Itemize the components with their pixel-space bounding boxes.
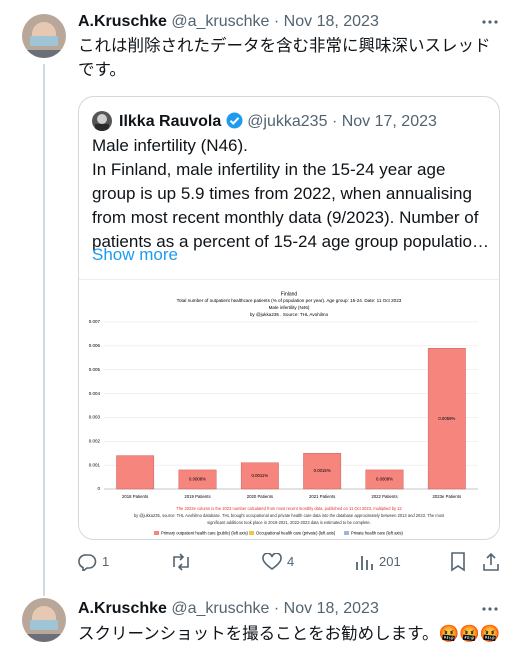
tweet-text: スクリーンショットを撮ることをお勧めします。🤬🤬🤬 xyxy=(78,625,501,643)
chart-note: by @jukka235, source: THL Avohilmo datab… xyxy=(134,513,445,518)
bar-label: 0.0008% xyxy=(189,477,206,482)
user-name[interactable]: A.Kruschke xyxy=(78,600,167,617)
reply-icon[interactable] xyxy=(78,553,97,571)
action-bar: 1 4 201 xyxy=(78,552,502,572)
bar-label: 0.0059% xyxy=(438,416,455,421)
retweet-icon[interactable] xyxy=(170,553,192,571)
legend-swatch xyxy=(344,531,349,535)
legend-label: Private health care (left axis) xyxy=(351,531,404,536)
chart-note: The 2023e column is the 2023 number calc… xyxy=(176,506,402,511)
y-tick-label: 0.006 xyxy=(89,343,101,348)
date[interactable]: Nov 18, 2023 xyxy=(283,13,379,30)
avatar[interactable] xyxy=(22,598,66,642)
chart-title: Finland xyxy=(281,291,298,297)
reply-count: 1 xyxy=(102,554,110,569)
quote-handle: @jukka235 xyxy=(247,113,328,130)
quote-avatar xyxy=(92,111,112,131)
quote-line: In Finland, male infertility in the 15-2… xyxy=(92,160,446,179)
y-tick-label: 0.002 xyxy=(89,438,101,443)
more-menu[interactable] xyxy=(480,14,500,30)
like-count: 4 xyxy=(287,554,295,569)
thread-line xyxy=(43,64,45,596)
bar-label: 0.0011% xyxy=(252,473,269,478)
quote-line: group is up 5.9 times from 2022, when an… xyxy=(92,184,472,203)
y-tick-label: 0.004 xyxy=(89,391,101,396)
legend-label: Primary outpatient health care (public) … xyxy=(161,531,249,536)
bar xyxy=(116,455,155,490)
quote-line: from most recent monthly data (9/2023). … xyxy=(92,208,479,227)
separator: · xyxy=(273,600,280,617)
x-tick-label: 2023e Patients xyxy=(432,494,461,499)
chart-note: significant additions took place in 2019… xyxy=(207,520,371,525)
quote-line: Male infertility (N46). xyxy=(92,136,248,155)
date[interactable]: Nov 18, 2023 xyxy=(283,600,379,617)
view-count: 201 xyxy=(379,554,401,569)
bar xyxy=(427,348,466,490)
x-tick-label: 2019 Patients xyxy=(184,494,210,499)
quote-date: Nov 17, 2023 xyxy=(341,113,437,130)
bar-label: 0.0008% xyxy=(376,477,393,482)
separator: · xyxy=(331,113,338,130)
x-tick-label: 2022 Patients xyxy=(371,494,397,499)
bar xyxy=(303,453,342,490)
bar xyxy=(365,469,404,490)
bar-label: 0.0015% xyxy=(314,468,331,473)
bar xyxy=(240,462,279,490)
y-tick-label: 0.005 xyxy=(89,367,101,372)
quote-text: Male infertility (N46). In Finland, male … xyxy=(92,134,489,254)
y-tick-label: 0.007 xyxy=(89,319,101,324)
show-more[interactable]: Show more xyxy=(92,245,178,264)
bar xyxy=(178,469,217,490)
x-tick-label: 2020 Patients xyxy=(247,494,273,499)
legend-swatch xyxy=(154,531,159,535)
quote-header: Ilkka Rauvola @jukka235 · Nov 17, 2023 xyxy=(119,112,437,131)
user-name[interactable]: A.Kruschke xyxy=(78,13,167,30)
handle[interactable]: @a_kruschke xyxy=(171,13,270,30)
handle[interactable]: @a_kruschke xyxy=(171,600,270,617)
bookmark-icon[interactable] xyxy=(450,552,466,572)
tweet-header: A.Kruschke @a_kruschke · Nov 18, 2023 xyxy=(78,600,379,618)
y-tick-label: 0 xyxy=(97,486,100,491)
x-tick-label: 2021 Patients xyxy=(309,494,335,499)
legend-swatch xyxy=(249,531,254,535)
chart-credit: by @jukka235 . Source: THL Avohilmo xyxy=(250,312,329,317)
more-menu[interactable] xyxy=(480,601,500,617)
quote-line: patients as a percent of 15-24 age group… xyxy=(92,232,489,251)
verified-badge xyxy=(226,112,243,129)
x-tick-label: 2018 Patients xyxy=(122,494,148,499)
legend-label: Occupational health care (private) (left… xyxy=(256,531,336,536)
y-tick-label: 0.003 xyxy=(89,415,101,420)
avatar[interactable] xyxy=(22,14,66,58)
share-icon[interactable] xyxy=(482,552,500,572)
chart-subtitle: Male infertility (N46) xyxy=(269,305,310,310)
views-icon[interactable] xyxy=(354,553,374,571)
y-tick-label: 0.001 xyxy=(89,462,101,467)
separator: · xyxy=(273,13,280,30)
tweet-text: これは削除されたデータを含む非常に興味深いスレッドです。 xyxy=(78,37,491,79)
chart-subtitle: Total number of outpatient healthcare pa… xyxy=(177,298,402,303)
quote-user-name: Ilkka Rauvola xyxy=(119,113,222,130)
tweet-header: A.Kruschke @a_kruschke · Nov 18, 2023 xyxy=(78,13,379,31)
quote-card[interactable]: Ilkka Rauvola @jukka235 · Nov 17, 2023 M… xyxy=(78,96,500,540)
like-icon[interactable] xyxy=(262,553,282,571)
